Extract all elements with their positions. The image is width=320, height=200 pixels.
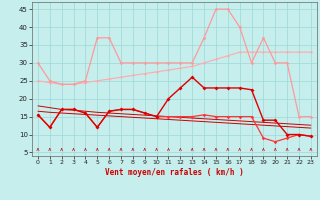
X-axis label: Vent moyen/en rafales ( km/h ): Vent moyen/en rafales ( km/h ) bbox=[105, 168, 244, 177]
